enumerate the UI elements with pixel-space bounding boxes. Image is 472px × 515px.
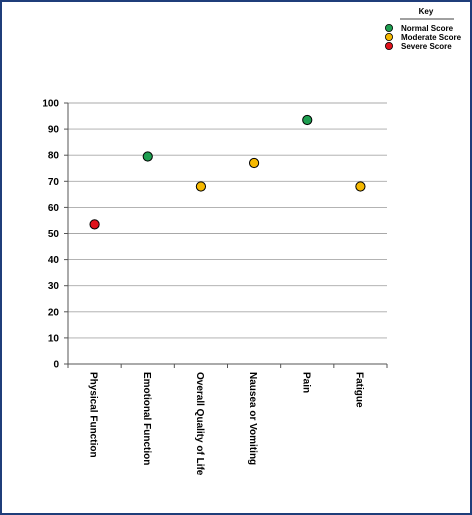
y-tick-label: 40 (48, 255, 60, 266)
y-tick-label: 70 (48, 177, 60, 188)
category-label: Fatigue (353, 372, 364, 408)
data-point (302, 114, 313, 126)
y-tick-label: 20 (48, 307, 60, 318)
data-point (142, 151, 153, 162)
y-tick-label: 0 (53, 360, 59, 371)
legend-label: Normal Score (401, 24, 454, 33)
data-point (195, 181, 207, 192)
legend-label: Moderate Score (401, 33, 462, 42)
category-label: Physical Function (88, 372, 99, 458)
data-point (355, 181, 366, 192)
y-tick-label: 100 (42, 99, 59, 110)
y-tick-label: 60 (48, 203, 60, 214)
category-label: Nausea or Vomiting (247, 372, 258, 465)
category-label: Overall Quality of Life (194, 372, 205, 476)
data-point (89, 219, 100, 230)
y-tick-label: 80 (48, 151, 60, 162)
legend-marker (384, 23, 393, 32)
legend-marker (384, 42, 393, 51)
legend-title: Key (419, 7, 434, 16)
legend-marker (384, 32, 393, 41)
category-label: Pain (300, 372, 311, 393)
y-tick-label: 30 (48, 281, 60, 292)
category-label: Emotional Function (141, 372, 152, 465)
y-tick-label: 90 (48, 125, 60, 136)
y-tick-label: 10 (48, 333, 60, 344)
y-tick-label: 50 (48, 229, 60, 240)
legend-label: Severe Score (401, 42, 452, 51)
data-point (248, 157, 260, 169)
